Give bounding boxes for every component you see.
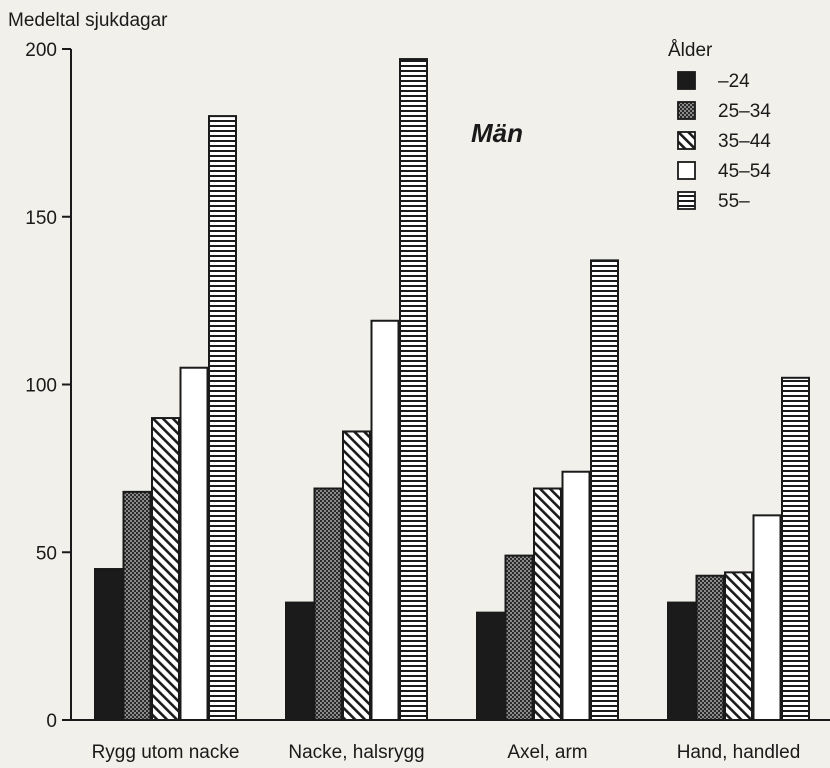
bar: [342, 430, 371, 721]
bar: [285, 601, 314, 722]
bar: [752, 514, 782, 721]
legend-label: 45–54: [718, 161, 771, 182]
bars: [94, 58, 810, 722]
bar: [208, 115, 237, 722]
bar: [313, 487, 343, 721]
y-ticks: 0 50 100 150 200: [25, 40, 71, 732]
category-label: Axel, arm: [507, 742, 587, 763]
legend-swatch: [677, 191, 696, 210]
legend-swatch: [677, 71, 696, 90]
bar: [370, 319, 400, 721]
y-tick-label: 100: [25, 376, 57, 397]
bar: [151, 417, 180, 721]
legend-swatch: [677, 101, 696, 120]
category-label: Rygg utom nacke: [92, 742, 240, 763]
y-tick-label: 0: [46, 711, 57, 732]
legend-title: Ålder: [668, 40, 713, 61]
legend-label: 55–: [718, 191, 750, 212]
legend-label: 35–44: [718, 131, 771, 152]
legend-label: –24: [718, 71, 750, 92]
bar: [590, 259, 619, 721]
y-tick-label: 150: [25, 208, 57, 229]
category-labels: Rygg utom nacke Nacke, halsrygg Axel, arm H…: [92, 742, 801, 763]
y-axis-label: Medeltal sjukdagar: [8, 10, 168, 31]
legend: –24 25–34 35–44 45–54 55–: [677, 71, 771, 212]
bar: [179, 366, 209, 721]
category-label: Hand, handled: [677, 742, 801, 763]
bar: [667, 601, 696, 722]
bar: [504, 554, 534, 721]
bar: [724, 571, 753, 721]
bar: [476, 611, 505, 722]
legend-label: 25–34: [718, 101, 771, 122]
legend-swatch: [677, 131, 696, 150]
bar: [781, 376, 810, 721]
bar: [399, 58, 428, 721]
y-tick-label: 200: [25, 40, 57, 61]
bar: [695, 574, 725, 721]
bar: [561, 470, 591, 722]
category-label: Nacke, halsrygg: [288, 742, 424, 763]
legend-swatch: [677, 161, 696, 180]
bar: [122, 490, 152, 721]
y-tick-label: 50: [36, 543, 57, 564]
chart-title: Män: [471, 118, 523, 148]
bar: [94, 568, 123, 722]
bar: [533, 487, 562, 721]
